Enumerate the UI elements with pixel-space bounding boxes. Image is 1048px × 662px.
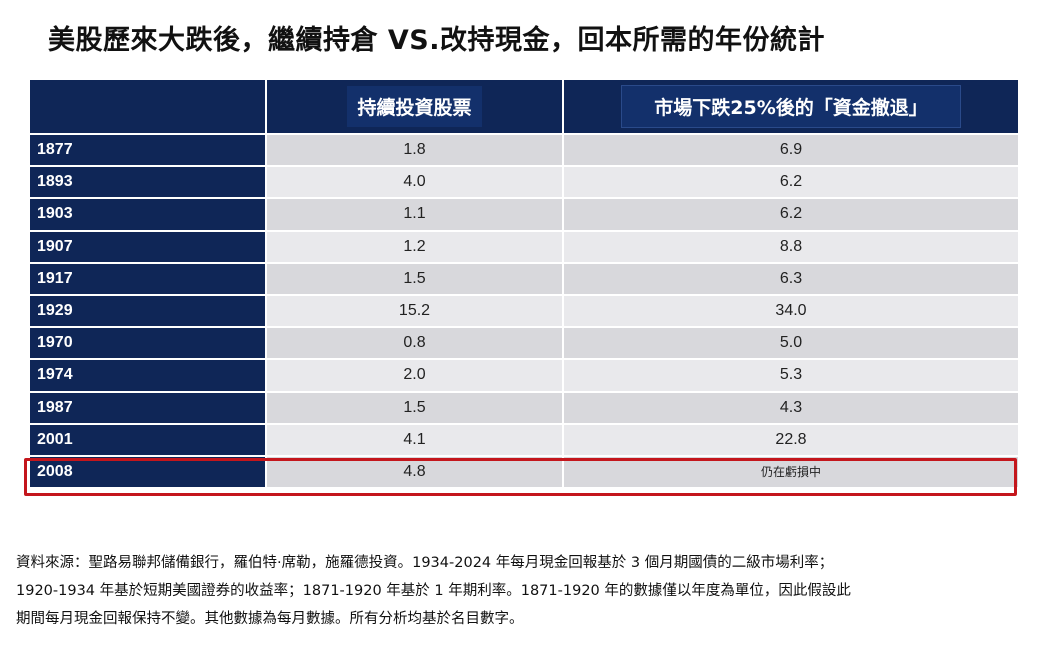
move-to-cash-cell: 6.2 <box>564 167 1018 198</box>
header-move-to-cash-cell: 市場下跌25%後的「資金撤退」 <box>564 80 1018 133</box>
table-row: 1903 1.1 6.2 <box>30 197 1018 230</box>
stay-invested-cell: 2.0 <box>267 360 564 391</box>
table-row: 2001 4.1 22.8 <box>30 422 1018 455</box>
recovery-table: 持續投資股票 市場下跌25%後的「資金撤退」 1877 1.8 6.9 1893… <box>30 80 1018 488</box>
stay-invested-cell: 1.2 <box>267 231 564 262</box>
table-row-highlighted: 2008 4.8 仍在虧損中 <box>30 454 1018 488</box>
stay-invested-cell: 4.0 <box>267 167 564 198</box>
table-row: 1974 2.0 5.3 <box>30 358 1018 391</box>
year-cell: 1929 <box>30 295 267 327</box>
stay-invested-cell: 1.5 <box>267 263 564 294</box>
source-note-line: 1920-1934 年基於短期美國證券的收益率；1871-1920 年基於 1 … <box>16 583 851 599</box>
table-row: 1893 4.0 6.2 <box>30 165 1018 198</box>
table-row: 1907 1.2 8.8 <box>30 229 1018 262</box>
move-to-cash-cell: 5.3 <box>564 360 1018 391</box>
year-cell: 1970 <box>30 328 267 359</box>
year-cell: 1907 <box>30 231 267 262</box>
move-to-cash-cell: 34.0 <box>564 295 1018 327</box>
stay-invested-cell: 4.8 <box>267 456 564 488</box>
year-cell: 2001 <box>30 424 267 455</box>
stay-invested-cell: 4.1 <box>267 424 564 455</box>
move-to-cash-cell: 仍在虧損中 <box>564 456 1018 488</box>
source-note-line: 期間每月現金回報保持不變。其他數據為每月數據。所有分析均基於名目數字。 <box>16 611 524 627</box>
header-stay-invested-label: 持續投資股票 <box>347 86 482 127</box>
table-row: 1917 1.5 6.3 <box>30 261 1018 294</box>
year-cell: 2008 <box>30 456 267 488</box>
page-title: 美股歷來大跌後，繼續持倉 VS.改持現金，回本所需的年份統計 <box>48 25 825 56</box>
move-to-cash-cell: 5.0 <box>564 328 1018 359</box>
year-cell: 1917 <box>30 263 267 294</box>
table-header-row: 持續投資股票 市場下跌25%後的「資金撤退」 <box>30 80 1018 133</box>
header-move-to-cash-label: 市場下跌25%後的「資金撤退」 <box>621 85 961 128</box>
stay-invested-cell: 0.8 <box>267 328 564 359</box>
move-to-cash-cell: 22.8 <box>564 424 1018 455</box>
year-cell: 1893 <box>30 167 267 198</box>
header-year-cell <box>30 80 267 133</box>
table-row: 1877 1.8 6.9 <box>30 133 1018 166</box>
table-row: 1970 0.8 5.0 <box>30 326 1018 359</box>
table-row: 1987 1.5 4.3 <box>30 390 1018 423</box>
year-cell: 1974 <box>30 360 267 391</box>
move-to-cash-cell: 6.9 <box>564 135 1018 166</box>
table-row: 1929 15.2 34.0 <box>30 293 1018 327</box>
stay-invested-cell: 15.2 <box>267 295 564 327</box>
stay-invested-cell: 1.1 <box>267 199 564 230</box>
source-note: 資料來源：聖路易聯邦儲備銀行，羅伯特·席勒，施羅德投資。1934-2024 年每… <box>16 549 1036 633</box>
header-stay-invested-cell: 持續投資股票 <box>267 80 564 133</box>
stay-invested-cell: 1.8 <box>267 135 564 166</box>
year-cell: 1903 <box>30 199 267 230</box>
move-to-cash-cell: 8.8 <box>564 231 1018 262</box>
source-note-line: 資料來源：聖路易聯邦儲備銀行，羅伯特·席勒，施羅德投資。1934-2024 年每… <box>16 555 834 571</box>
stay-invested-cell: 1.5 <box>267 392 564 423</box>
move-to-cash-cell: 6.3 <box>564 263 1018 294</box>
move-to-cash-cell: 4.3 <box>564 392 1018 423</box>
year-cell: 1877 <box>30 135 267 166</box>
year-cell: 1987 <box>30 392 267 423</box>
move-to-cash-cell: 6.2 <box>564 199 1018 230</box>
